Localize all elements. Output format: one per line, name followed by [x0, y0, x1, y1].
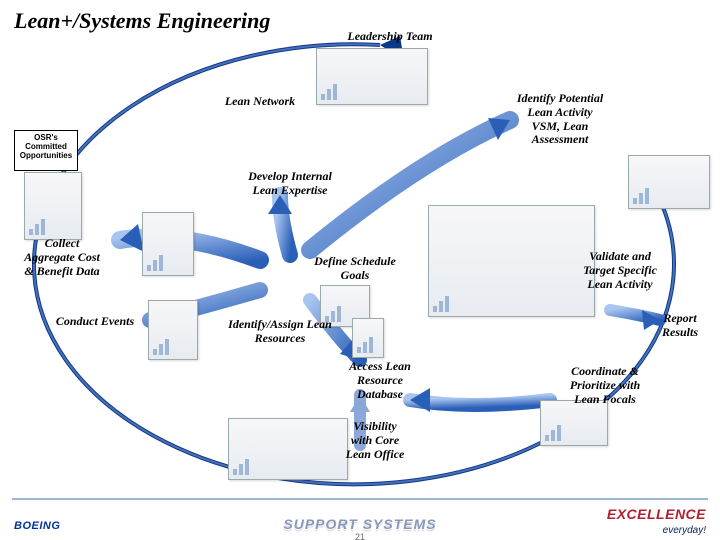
label-validate: Validate and Target Specific Lean Activi…	[555, 250, 685, 291]
label-conduct: Conduct Events	[35, 315, 155, 329]
label-lean-network: Lean Network	[205, 95, 315, 109]
label-coordinate: Coordinate & Prioritize with Lean Focals	[545, 365, 665, 406]
thumb-8	[540, 400, 608, 446]
osr-box: OSR's Committed Opportunities	[14, 130, 78, 171]
support-systems-logo: SUPPORT SYSTEMS	[283, 516, 436, 532]
label-identify: Identify Potential Lean Activity VSM, Le…	[495, 92, 625, 147]
excellence-sub: everyday!	[663, 525, 706, 536]
label-develop: Develop Internal Lean Expertise	[215, 170, 365, 198]
thumb-4	[148, 300, 198, 360]
thumb-0	[316, 48, 428, 105]
boeing-logo: BOEING	[14, 520, 60, 532]
thumb-3	[142, 212, 194, 276]
label-access: Access Lean Resource Database	[325, 360, 435, 401]
excellence-logo: EXCELLENCE	[607, 506, 706, 522]
thumb-9	[24, 172, 82, 240]
label-define: Define Schedule Goals	[285, 255, 425, 283]
label-report: Report Results	[650, 312, 710, 340]
label-identify-assign: Identify/Assign Lean Resources	[200, 318, 360, 346]
label-leadership-team: Leadership Team	[320, 30, 460, 44]
label-collect: Collect Aggregate Cost & Benefit Data	[2, 237, 122, 278]
thumb-1	[628, 155, 710, 209]
footer-rule	[12, 498, 708, 500]
page-number: 21	[355, 532, 365, 540]
label-visibility: Visibility with Core Lean Office	[325, 420, 425, 461]
